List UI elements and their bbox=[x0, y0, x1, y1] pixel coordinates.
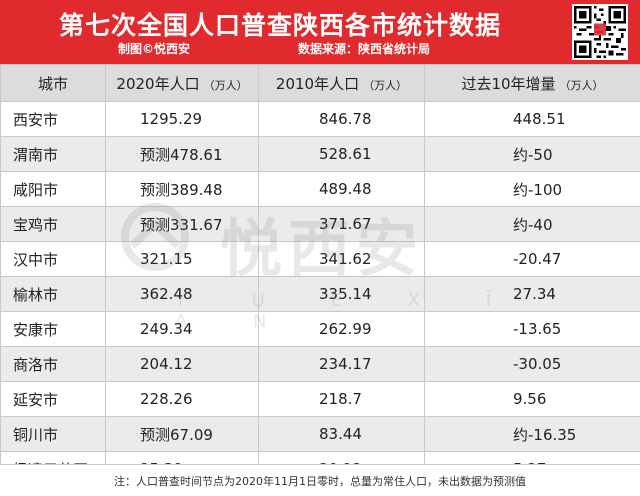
cell-change: 约-16.35 bbox=[425, 417, 640, 452]
population-table: 城市 2020年人口（万人） 2010年人口（万人） 过去10年增量（万人） 西… bbox=[0, 64, 640, 487]
column-header-change: 过去10年增量（万人） bbox=[425, 65, 640, 102]
cell-change: -30.05 bbox=[425, 347, 640, 382]
title-banner: 第七次全国人口普查陕西各市统计数据 制图©悦西安 数据来源：陕西省统计局 bbox=[0, 0, 640, 64]
cell-change: 约-40 bbox=[425, 207, 640, 242]
column-header-pop2010: 2010年人口（万人） bbox=[259, 65, 425, 102]
cell-city: 咸阳市 bbox=[1, 172, 106, 207]
cell-pop2020: 321.15 bbox=[106, 242, 259, 277]
cell-pop2020: 1295.29 bbox=[106, 102, 259, 137]
cell-pop2010: 335.14 bbox=[259, 277, 425, 312]
cell-city: 铜川市 bbox=[1, 417, 106, 452]
cell-pop2010: 846.78 bbox=[259, 102, 425, 137]
cell-pop2010: 489.48 bbox=[259, 172, 425, 207]
cell-pop2010: 262.99 bbox=[259, 312, 425, 347]
cell-pop2010: 371.67 bbox=[259, 207, 425, 242]
column-header-city: 城市 bbox=[1, 65, 106, 102]
cell-change: -13.65 bbox=[425, 312, 640, 347]
cell-change: 约-50 bbox=[425, 137, 640, 172]
cell-pop2020: 249.34 bbox=[106, 312, 259, 347]
cell-pop2020: 预测331.67 bbox=[106, 207, 259, 242]
cell-pop2010: 341.62 bbox=[259, 242, 425, 277]
table-header-row: 城市 2020年人口（万人） 2010年人口（万人） 过去10年增量（万人） bbox=[1, 65, 640, 102]
footer: 注：人口普查时间节点为2020年11月1日零时，总量为常住人口，未出数据为预测值 bbox=[0, 464, 640, 496]
cell-city: 汉中市 bbox=[1, 242, 106, 277]
page-title: 第七次全国人口普查陕西各市统计数据 bbox=[0, 6, 560, 42]
cell-city: 宝鸡市 bbox=[1, 207, 106, 242]
cell-city: 安康市 bbox=[1, 312, 106, 347]
cell-city: 西安市 bbox=[1, 102, 106, 137]
cell-pop2020: 预测67.09 bbox=[106, 417, 259, 452]
cell-change: -20.47 bbox=[425, 242, 640, 277]
cell-pop2010: 528.61 bbox=[259, 137, 425, 172]
source-text: 数据来源：陕西省统计局 bbox=[298, 40, 430, 57]
cell-change: 约-100 bbox=[425, 172, 640, 207]
cell-pop2010: 218.7 bbox=[259, 382, 425, 417]
qr-code-icon bbox=[572, 4, 628, 60]
cell-city: 商洛市 bbox=[1, 347, 106, 382]
cell-change: 9.56 bbox=[425, 382, 640, 417]
footer-note: 注：人口普查时间节点为2020年11月1日零时，总量为常住人口，未出数据为预测值 bbox=[0, 473, 640, 489]
cell-city: 榆林市 bbox=[1, 277, 106, 312]
cell-pop2020: 预测478.61 bbox=[106, 137, 259, 172]
cell-city: 渭南市 bbox=[1, 137, 106, 172]
cell-pop2010: 234.17 bbox=[259, 347, 425, 382]
cell-pop2020: 204.12 bbox=[106, 347, 259, 382]
cell-pop2010: 83.44 bbox=[259, 417, 425, 452]
cell-pop2020: 预测389.48 bbox=[106, 172, 259, 207]
cell-change: 448.51 bbox=[425, 102, 640, 137]
column-header-pop2020: 2020年人口（万人） bbox=[106, 65, 259, 102]
cell-city: 延安市 bbox=[1, 382, 106, 417]
cell-pop2020: 228.26 bbox=[106, 382, 259, 417]
cell-pop2020: 362.48 bbox=[106, 277, 259, 312]
cell-change: 27.34 bbox=[425, 277, 640, 312]
credit-text: 制图©悦西安 bbox=[118, 40, 190, 57]
